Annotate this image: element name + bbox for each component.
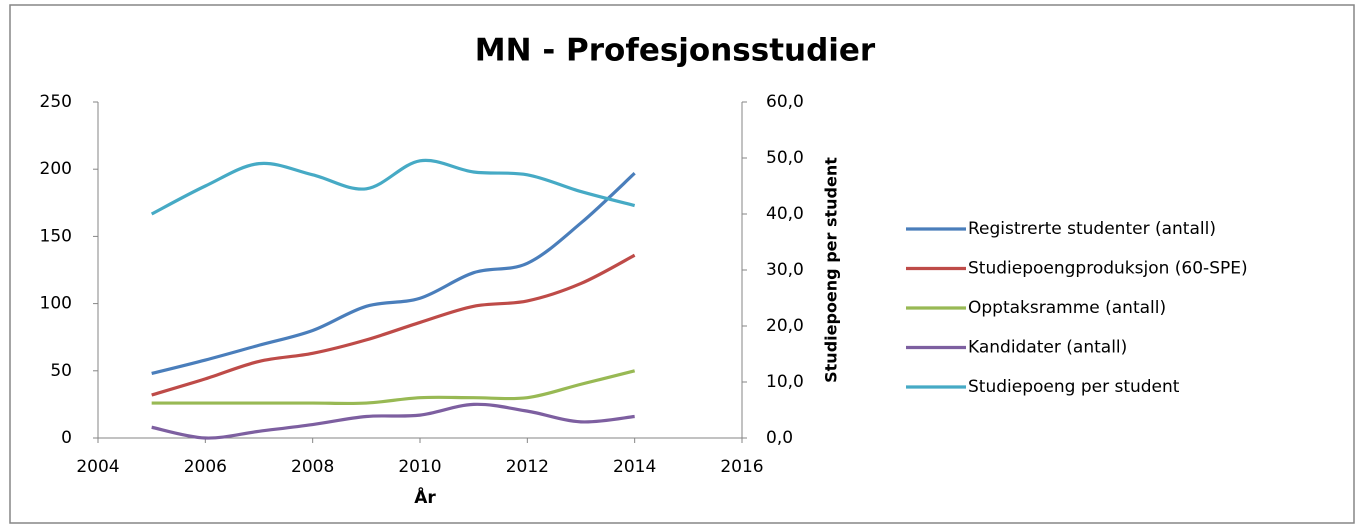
- legend-label: Opptaksramme (antall): [968, 298, 1166, 318]
- series-line: [151, 172, 636, 376]
- legend-label: Studiepoeng per student: [968, 377, 1180, 397]
- y2-tick-label: 40,0: [766, 204, 804, 224]
- y2-tick-label: 60,0: [766, 92, 804, 112]
- x-tick-label: 2012: [506, 457, 549, 477]
- y-tick-label: 100: [40, 294, 72, 314]
- x-tick-label: 2014: [613, 457, 656, 477]
- series-line: [151, 402, 635, 440]
- x-tick-label: 2004: [76, 457, 119, 477]
- y-tick-label: 250: [40, 92, 72, 112]
- y2-tick-label: 20,0: [766, 316, 804, 336]
- y2-axis-label: Studiepoeng per student: [822, 157, 841, 383]
- y2-tick-label: 10,0: [766, 372, 804, 392]
- x-tick-label: 2008: [291, 457, 334, 477]
- y2-tick-label: 50,0: [766, 148, 804, 168]
- series-line: [151, 369, 636, 406]
- x-tick-label: 2006: [184, 457, 227, 477]
- legend-label: Kandidater (antall): [968, 338, 1127, 358]
- x-tick-label: 2010: [398, 457, 441, 477]
- y-tick-label: 150: [40, 226, 72, 246]
- y2-tick-label: 30,0: [766, 260, 804, 280]
- y-tick-label: 200: [40, 159, 72, 179]
- y2-tick-label: 0,0: [766, 428, 793, 448]
- x-axis-label: År: [414, 485, 436, 508]
- y-tick-label: 50: [50, 361, 72, 381]
- series-line: [151, 253, 636, 397]
- x-tick-label: 2016: [720, 457, 763, 477]
- chart-title: MN - Profesjonsstudier: [475, 33, 876, 69]
- legend-label: Studiepoengproduksjon (60-SPE): [968, 259, 1248, 279]
- legend-label: Registrerte studenter (antall): [968, 219, 1216, 239]
- series-line: [150, 158, 636, 216]
- y-tick-label: 0: [61, 428, 72, 448]
